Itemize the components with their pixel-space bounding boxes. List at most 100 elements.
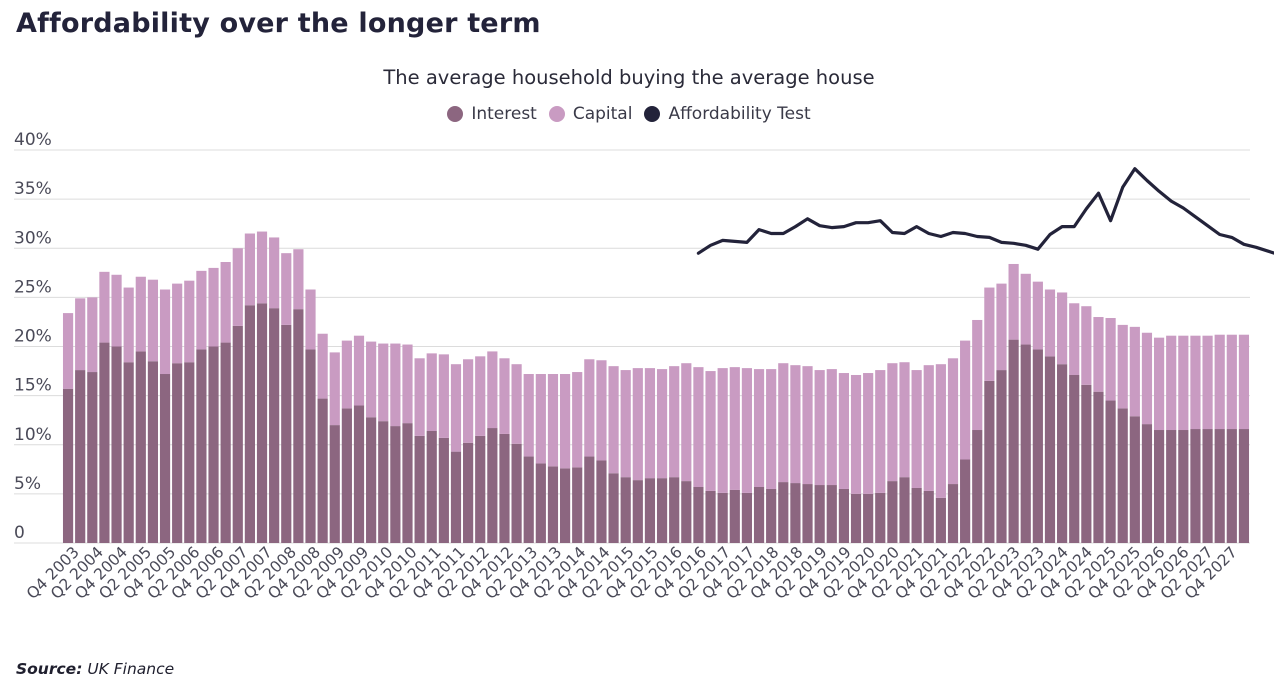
bar-capital <box>1069 303 1080 375</box>
bar-capital <box>1105 318 1116 401</box>
bar-interest <box>220 342 231 543</box>
bar-interest <box>450 451 462 543</box>
bar-capital <box>196 270 207 350</box>
bar-capital <box>547 374 559 467</box>
bar-capital <box>584 359 595 457</box>
bar-interest <box>1105 400 1116 543</box>
bar-interest <box>1081 384 1092 543</box>
bar-interest <box>269 308 280 543</box>
bar-capital <box>802 366 813 485</box>
bar-interest <box>414 435 425 543</box>
bar-capital <box>814 370 825 486</box>
bar-capital <box>717 368 728 493</box>
chart-subtitle: The average household buying the average… <box>383 66 875 89</box>
bar-capital <box>1238 334 1250 430</box>
bar-interest <box>669 477 680 543</box>
legend-dot-interest <box>447 106 464 122</box>
bar-interest <box>535 463 546 543</box>
y-tick-label: 30% <box>14 228 52 248</box>
bar-interest <box>559 468 571 543</box>
y-tick-label: 0 <box>14 523 25 543</box>
bar-capital <box>620 370 631 478</box>
bar-capital <box>608 366 619 474</box>
bar-capital <box>426 353 437 431</box>
bar-capital <box>475 356 486 436</box>
bar-interest <box>426 430 437 543</box>
bar-capital <box>62 313 74 389</box>
legend-label-affordability: Affordability Test <box>668 104 811 124</box>
bar-interest <box>1129 416 1140 543</box>
source-label: Source: <box>16 660 83 678</box>
bar-capital <box>1008 263 1019 340</box>
bar-capital <box>244 233 255 306</box>
bar-interest <box>1044 356 1056 543</box>
bar-capital <box>1020 273 1031 345</box>
bar-interest <box>923 490 934 543</box>
bar-interest <box>729 489 740 543</box>
bar-capital <box>414 358 425 436</box>
bar-capital <box>317 333 328 399</box>
bar-interest <box>378 421 389 543</box>
bar-interest <box>693 486 704 543</box>
bar-capital <box>135 276 146 352</box>
bar-interest <box>135 351 146 543</box>
page-title: Affordability over the longer term <box>16 8 541 39</box>
bar-interest <box>620 477 631 543</box>
bar-capital <box>559 374 571 469</box>
bar-interest <box>996 370 1007 543</box>
bar-interest <box>196 349 207 543</box>
y-tick-label: 25% <box>14 277 52 297</box>
bar-capital <box>305 289 316 350</box>
bar-interest <box>838 488 849 543</box>
bar-capital <box>463 359 474 443</box>
legend-item-capital: Capital <box>548 104 632 124</box>
bar-capital <box>353 335 365 406</box>
bar-interest <box>547 466 559 543</box>
bar-interest <box>87 372 98 543</box>
bar-capital <box>1226 334 1237 430</box>
bar-capital <box>923 365 934 491</box>
bar-capital <box>850 374 862 494</box>
bar-interest <box>1238 429 1250 543</box>
bar-capital <box>911 370 922 488</box>
bar-capital <box>1202 335 1213 430</box>
bar-capital <box>87 297 98 373</box>
bar-capital <box>826 369 837 486</box>
bar-interest <box>656 478 668 543</box>
bar-interest <box>632 480 643 543</box>
bar-capital <box>572 372 583 468</box>
bar-capital <box>838 373 849 489</box>
bar-interest <box>62 388 74 543</box>
bar-capital <box>487 351 498 429</box>
chart-legend: Interest Capital Affordability Test <box>0 104 1258 124</box>
bar-interest <box>99 342 110 543</box>
y-tick-label: 15% <box>14 376 52 396</box>
bar-capital <box>1178 335 1189 431</box>
bar-interest <box>1214 429 1225 543</box>
bar-interest <box>75 370 86 543</box>
bar-capital <box>1057 292 1068 365</box>
bar-interest <box>293 309 304 543</box>
bar-capital <box>656 369 668 479</box>
bar-capital <box>693 367 704 487</box>
bar-interest <box>305 349 316 543</box>
bar-capital <box>378 343 389 422</box>
bar-capital <box>729 367 740 490</box>
bar-interest <box>596 460 607 543</box>
bar-interest <box>1226 429 1237 543</box>
bar-capital <box>99 271 110 343</box>
bar-capital <box>220 262 231 343</box>
bar-interest <box>184 362 195 543</box>
bar-interest <box>875 492 886 543</box>
bar-interest <box>572 467 583 543</box>
bar-interest <box>390 426 401 543</box>
bar-interest <box>608 473 619 543</box>
bar-capital <box>875 370 886 493</box>
bar-interest <box>887 481 898 543</box>
bar-interest <box>329 425 340 543</box>
y-tick-label: 10% <box>14 425 52 445</box>
bar-capital <box>1214 334 1225 430</box>
bar-interest <box>487 428 498 543</box>
bar-interest <box>935 497 946 543</box>
bar-interest <box>705 490 716 543</box>
